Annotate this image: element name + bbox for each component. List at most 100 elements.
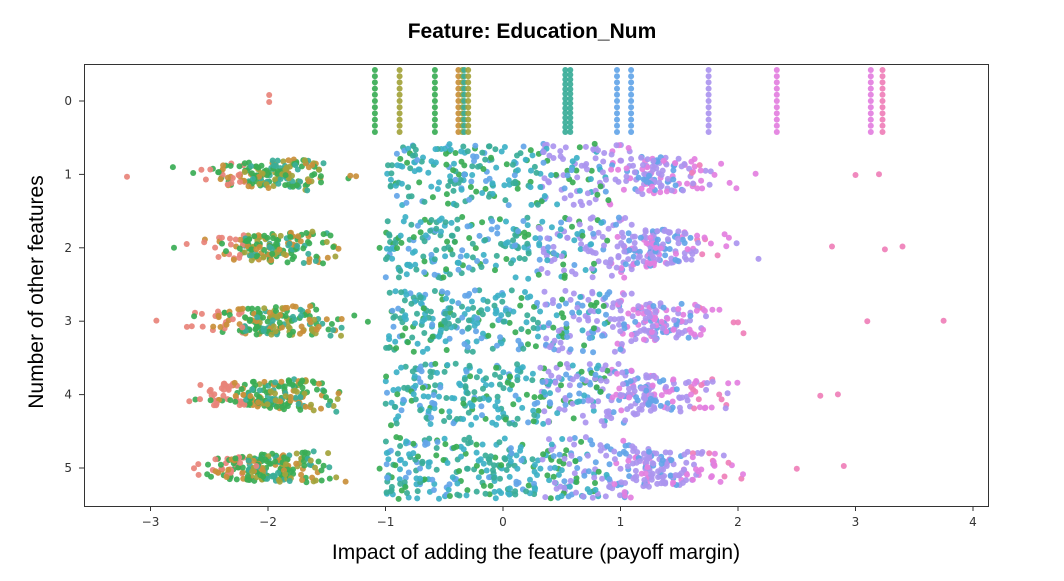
data-point [689,454,696,461]
data-point [260,314,266,321]
data-point [675,329,682,336]
data-point [496,216,503,223]
data-point [265,185,272,191]
data-point [495,414,502,421]
data-point [601,422,608,429]
data-point [431,85,438,92]
data-point [601,320,608,327]
data-point [616,321,622,328]
data-point [396,73,403,80]
data-point [701,234,708,241]
data-point [589,249,596,256]
data-point [705,67,712,73]
data-point [412,320,418,327]
data-point [371,98,378,104]
data-point [622,442,629,449]
data-point [711,462,718,469]
data-point [564,334,570,340]
data-point [458,186,465,193]
data-point [573,167,580,174]
data-point [629,443,636,450]
data-point [338,316,345,322]
data-point [393,150,400,157]
data-point [625,256,632,263]
data-point [253,253,260,260]
data-point [867,67,874,73]
data-point [544,270,551,276]
data-point [687,317,693,324]
data-point [453,202,460,209]
data-point [186,398,193,405]
data-point [218,234,225,241]
data-point [493,164,500,171]
data-point [325,326,332,333]
data-point [473,414,479,421]
data-point [531,163,538,170]
data-point [415,453,421,460]
data-point [490,467,496,474]
data-point [261,378,268,385]
data-point [566,392,573,399]
data-point [569,400,576,407]
data-point [569,376,576,383]
data-point [353,173,360,180]
data-point [679,479,686,486]
data-point [558,310,565,317]
data-point [664,405,671,412]
data-point [502,240,509,247]
data-point [512,392,519,399]
data-point [500,369,507,376]
data-point [371,73,378,80]
data-point [550,473,557,480]
data-point [726,179,733,186]
data-point [421,258,428,265]
data-point [476,396,483,403]
data-point [550,243,557,250]
data-point [409,334,416,341]
data-point [567,296,574,303]
data-point [431,91,438,98]
data-point [669,398,676,405]
data-point [698,382,705,388]
data-point [501,435,508,442]
data-point [576,316,583,323]
data-point [281,383,288,390]
data-point [468,421,475,428]
data-point [473,374,480,381]
data-point [531,468,538,475]
data-point [386,289,393,296]
data-point [525,275,532,282]
data-point [578,368,585,375]
data-point [396,91,403,98]
data-point [675,310,682,317]
data-point [592,486,599,493]
data-point [449,251,456,258]
data-point [241,401,248,408]
data-point [420,305,427,312]
data-point [501,182,508,189]
data-point [672,182,679,189]
data-point [433,452,440,459]
data-point [705,110,712,117]
data-point [448,219,455,226]
data-point [309,378,316,385]
data-point [396,476,403,483]
data-point [388,422,394,429]
data-point [297,394,304,401]
data-point [666,229,673,236]
data-point [312,477,319,484]
data-point [658,171,665,178]
data-point [442,310,449,317]
data-point [537,465,544,472]
data-point [494,393,501,400]
data-point [614,243,621,250]
data-point [603,378,610,385]
data-point [651,404,657,411]
data-point [324,254,331,261]
data-point [546,436,552,443]
data-point [283,461,289,468]
data-point [694,232,701,239]
data-point [396,67,403,73]
data-point [628,367,635,374]
data-point [551,256,558,263]
